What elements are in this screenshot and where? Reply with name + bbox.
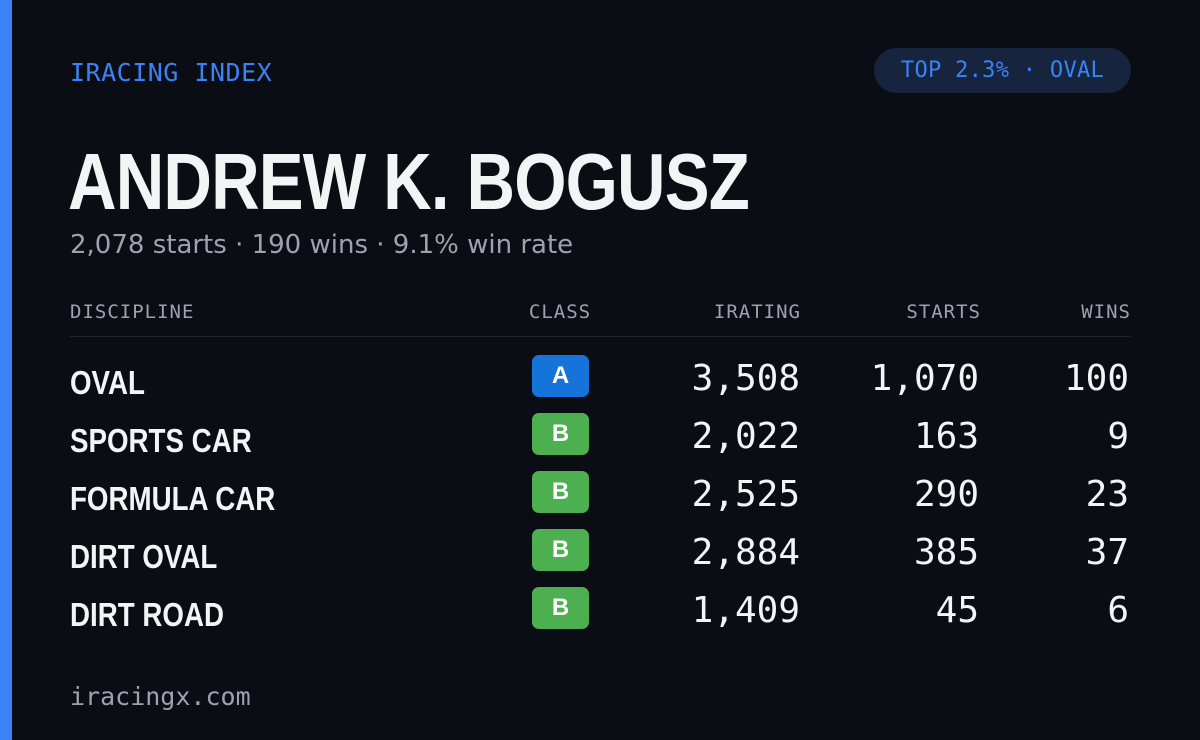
starts-value: 163 [913,416,979,457]
discipline-name: FORMULA CAR [70,480,276,517]
table-row: OVAL A 3,508 1,070 100 [70,355,1131,413]
discipline-name: DIRT OVAL [70,538,218,575]
table-body: OVAL A 3,508 1,070 100 SPORTS CAR B 2,022 163 9 FO… [70,355,1131,645]
column-header-class: CLASS [528,301,592,323]
discipline-name: DIRT ROAD [70,596,224,633]
site-url: iracingx.com [70,682,251,711]
column-header-starts: STARTS [906,301,981,323]
column-header-irating: IRATING [713,301,801,323]
starts-value: 45 [935,590,979,631]
starts-value: 290 [913,474,979,515]
irating-value: 2,525 [691,474,800,515]
class-badge: B [532,529,589,571]
column-header-discipline: DISCIPLINE [70,301,195,323]
table-row: DIRT OVAL B 2,884 385 37 [70,529,1131,587]
starts-value: 385 [913,532,979,573]
rank-badge: TOP 2.3% · OVAL [874,48,1131,93]
table-row: SPORTS CAR B 2,022 163 9 [70,413,1131,471]
class-badge: B [532,471,589,513]
wins-value: 6 [1107,590,1129,631]
table-row: DIRT ROAD B 1,409 45 6 [70,587,1131,645]
irating-value: 2,884 [691,532,800,573]
class-badge: B [532,587,589,629]
stats-table: DISCIPLINE CLASS IRATING STARTS WINS OVA… [70,292,1131,645]
irating-value: 3,508 [691,358,800,399]
discipline-name: OVAL [70,364,145,401]
wins-value: 9 [1107,416,1129,457]
starts-value: 1,070 [870,358,979,399]
driver-summary: 2,078 starts · 190 wins · 9.1% win rate [70,230,574,260]
column-header-wins: WINS [1081,301,1131,323]
wins-value: 100 [1063,358,1129,399]
class-badge: B [532,413,589,455]
irating-value: 2,022 [691,416,800,457]
irating-value: 1,409 [691,590,800,631]
accent-bar [0,0,12,740]
table-row: FORMULA CAR B 2,525 290 23 [70,471,1131,529]
class-badge: A [532,355,589,397]
driver-name: ANDREW K. BOGUSZ [68,137,750,226]
brand-label: IRACING INDEX [70,58,273,87]
table-header: DISCIPLINE CLASS IRATING STARTS WINS [70,292,1131,337]
wins-value: 23 [1085,474,1129,515]
wins-value: 37 [1085,532,1129,573]
discipline-name: SPORTS CAR [70,422,252,459]
